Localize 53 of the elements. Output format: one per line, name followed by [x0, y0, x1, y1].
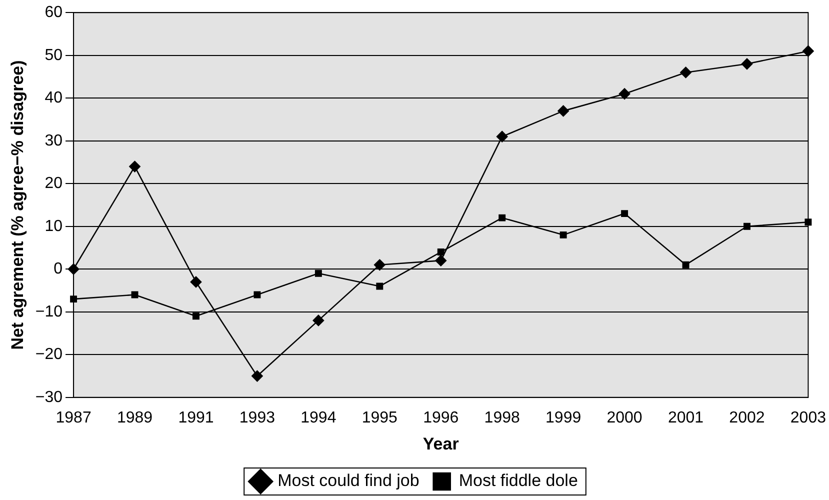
point [68, 263, 80, 275]
point [376, 282, 384, 290]
point [560, 231, 567, 238]
y-tick-label: 30 [44, 132, 63, 150]
x-tick-label: 1993 [239, 409, 276, 426]
y-tick-label: 0 [54, 260, 63, 278]
x-tick-label: 2002 [729, 409, 765, 426]
point [680, 66, 692, 78]
x-axis-title: Year [422, 434, 460, 454]
y-tick-label: 60 [44, 4, 63, 22]
point [496, 130, 508, 142]
point [374, 259, 386, 271]
point [129, 160, 140, 172]
point [802, 45, 814, 57]
y-tick-label: 40 [44, 90, 63, 107]
x-tick-label: 1989 [116, 409, 153, 426]
point [131, 291, 138, 298]
point [192, 312, 200, 320]
x-tick-label: 1991 [178, 409, 214, 426]
point [254, 291, 261, 298]
y-tick-label: −20 [35, 346, 63, 364]
point [804, 218, 812, 226]
x-tick-label: 2003 [790, 409, 826, 426]
x-tick-label: 1996 [423, 409, 459, 426]
y-tick-label: 50 [44, 46, 63, 64]
point [618, 88, 630, 100]
x-tick-label: 1995 [362, 409, 398, 426]
y-tick-label: 10 [44, 218, 63, 235]
y-axis-title: Net agrement (% agree−% disagree) [8, 60, 27, 350]
point [312, 314, 324, 326]
point [70, 296, 78, 303]
point [437, 248, 444, 256]
x-tick-label: 2001 [668, 409, 704, 426]
legend-label: Most could find job [278, 471, 420, 490]
x-tick-label: 1994 [300, 409, 336, 426]
point [314, 270, 322, 277]
y-tick-label: −10 [35, 303, 63, 320]
x-tick-label: 2000 [606, 409, 642, 426]
point [558, 105, 569, 117]
point [252, 370, 263, 382]
y-tick-label: 20 [44, 175, 63, 192]
x-tick-label: 1999 [546, 409, 582, 426]
legend-label: Most fiddle dole [458, 471, 578, 490]
point [621, 210, 628, 218]
point [744, 222, 750, 230]
x-tick-label: 1998 [484, 409, 520, 426]
point [682, 261, 690, 268]
point [741, 58, 753, 70]
x-tick-label: 1987 [56, 409, 92, 426]
point [435, 254, 447, 266]
point [498, 214, 506, 222]
y-tick-label: −30 [35, 388, 63, 406]
point [190, 276, 202, 288]
